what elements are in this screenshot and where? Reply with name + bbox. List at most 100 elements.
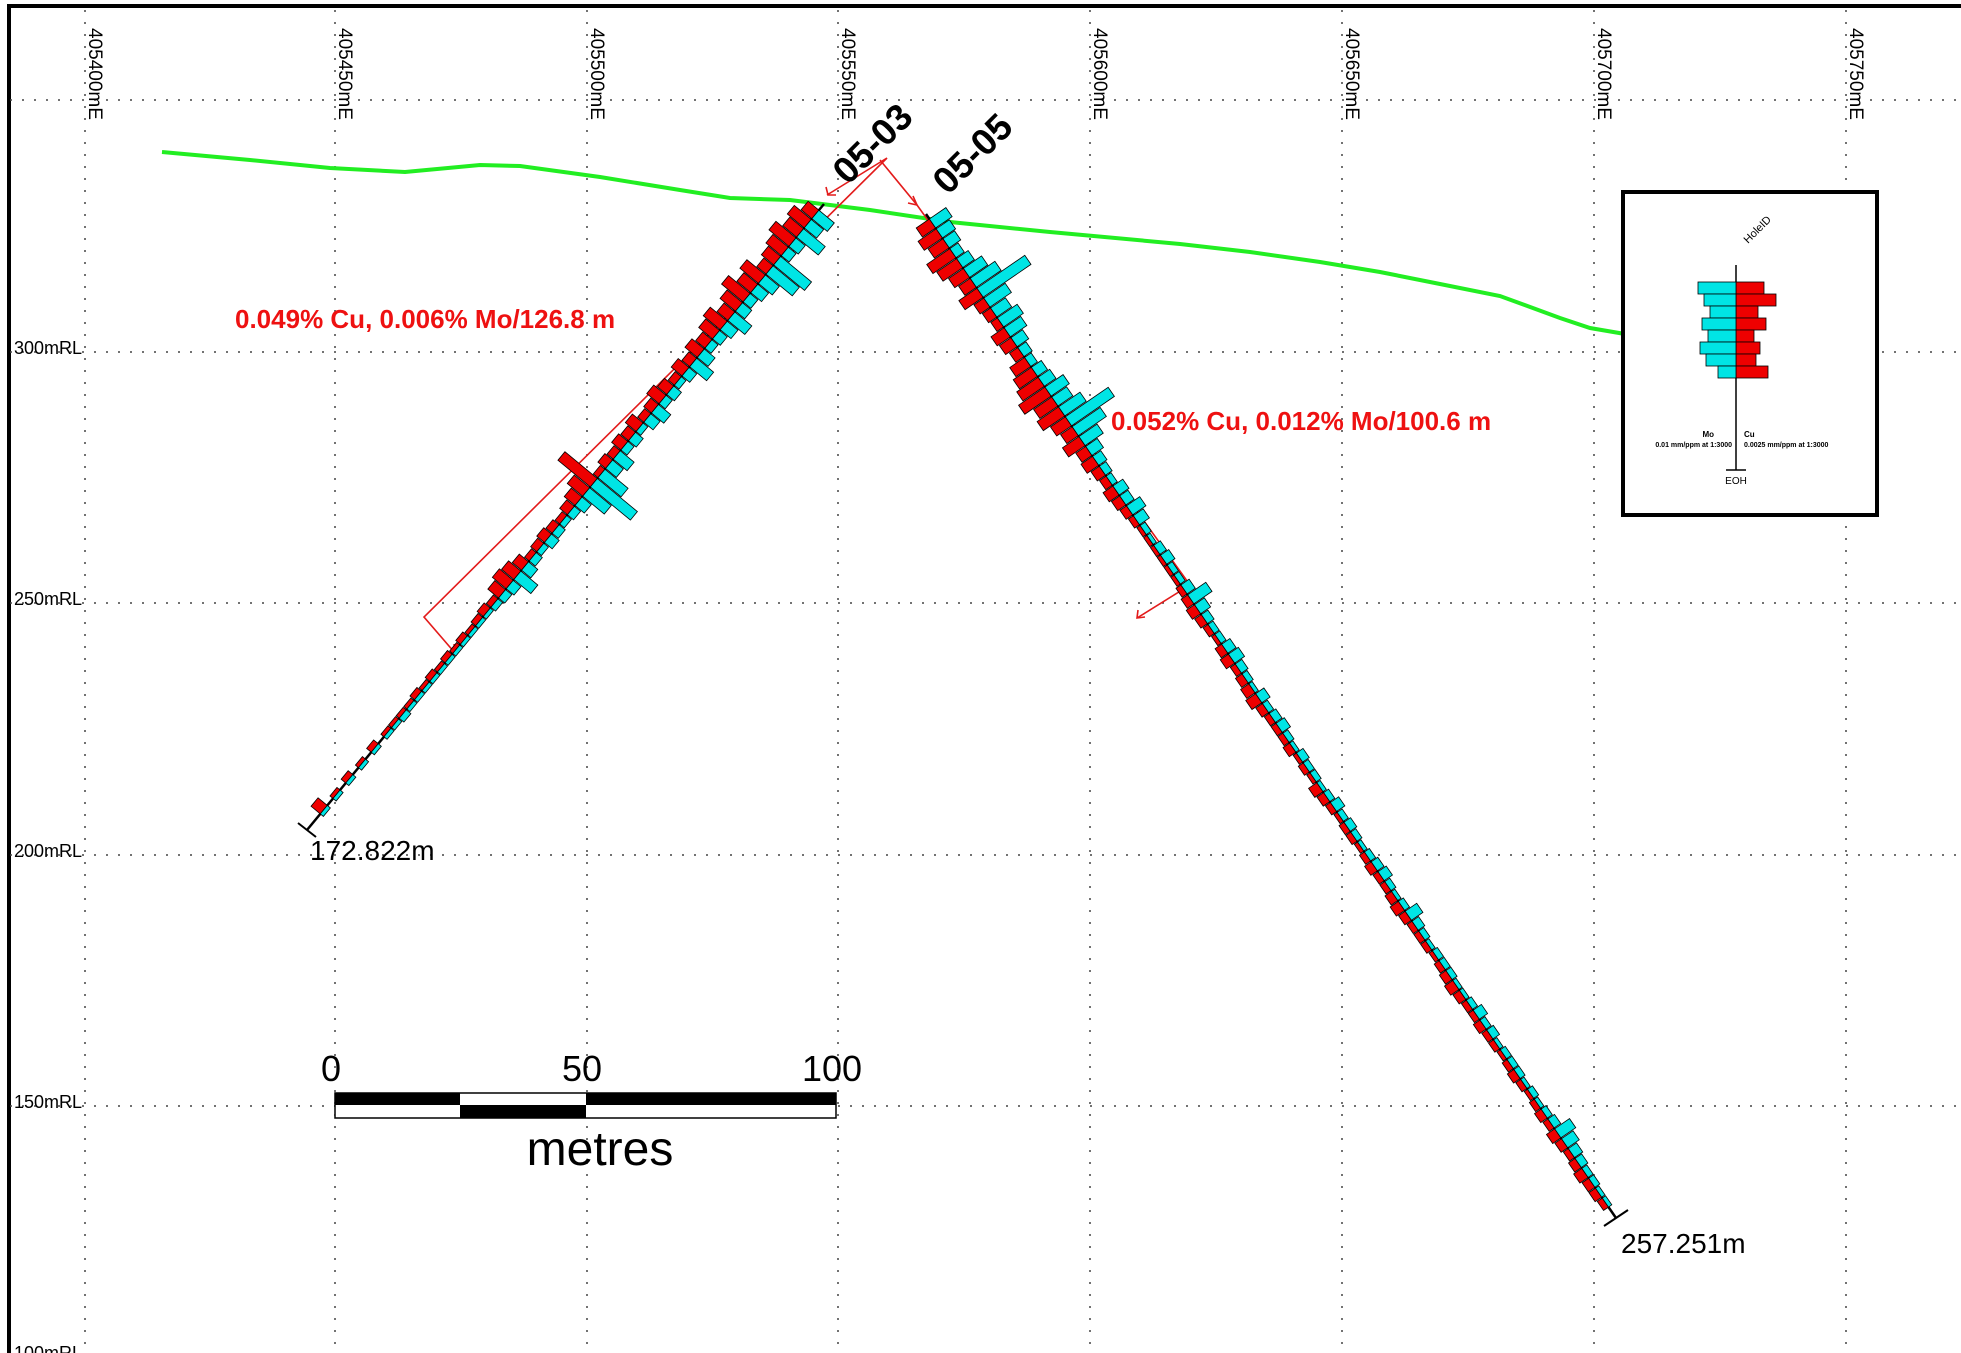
- mo-assay-bar: [635, 422, 649, 436]
- mo-assay-bar: [1139, 521, 1152, 536]
- mo-assay-bar: [1540, 1105, 1553, 1119]
- easting-labels: 405400mE 405450mE 405500mE 405550mE 4056…: [84, 28, 1866, 120]
- mo-assay-bar: [643, 413, 661, 431]
- mo-assay-bar: [1010, 329, 1030, 348]
- mo-assay-bar: [391, 718, 403, 731]
- mo-assay-bar: [757, 274, 780, 296]
- mo-assay-bar: [1594, 1185, 1606, 1198]
- mo-assay-bar: [332, 789, 344, 802]
- rl-label: 150mRL: [14, 1092, 82, 1112]
- mo-assay-bar: [498, 588, 513, 604]
- mo-assay-bar: [969, 260, 1002, 288]
- mo-assay-bar: [1492, 1036, 1504, 1050]
- legend-cu-bar: [1735, 365, 1769, 379]
- mo-assay-bar: [1506, 1055, 1519, 1070]
- mo-assay-bar: [996, 303, 1024, 328]
- mo-assay-bar: [582, 487, 612, 515]
- mo-assay-bar: [983, 282, 1012, 308]
- mo-assay-bar: [1166, 561, 1180, 575]
- mo-assay-bar: [1397, 897, 1411, 911]
- mo-assay-bar: [1404, 902, 1424, 921]
- mo-assay-bar: [612, 450, 635, 472]
- legend-mo-bar: [1705, 353, 1737, 367]
- intercept-label-05-03: 0.049% Cu, 0.006% Mo/126.8 m: [235, 304, 615, 334]
- mo-assay-bar: [1588, 1174, 1601, 1188]
- hole-end-tick: [297, 822, 317, 838]
- mo-assay-bar: [1520, 1076, 1531, 1089]
- mo-assay-bar: [1193, 597, 1212, 615]
- mo-assay-bar: [673, 376, 687, 390]
- mo-assay-bar: [750, 283, 770, 303]
- easting-label: 405750mE: [1845, 28, 1866, 120]
- easting-label: 405550mE: [837, 28, 858, 120]
- mo-assay-bar: [1282, 729, 1295, 743]
- legend-right-element: Cu: [1744, 430, 1755, 439]
- mo-assay-bar: [345, 774, 357, 787]
- mo-assay-bar: [742, 292, 759, 309]
- mo-assay-bar: [1323, 788, 1336, 803]
- easting-label: 405650mE: [1341, 28, 1362, 120]
- mo-assay-bar: [704, 339, 719, 354]
- mo-assay-bar: [605, 459, 624, 478]
- mo-assay-bar: [1384, 877, 1397, 892]
- mo-assay-bar: [1153, 540, 1168, 555]
- mo-assay-bar: [1214, 630, 1227, 644]
- mo-assay-bar: [482, 607, 494, 620]
- legend-cu-bar: [1735, 353, 1757, 367]
- mo-assay-bar: [413, 690, 426, 703]
- mo-assay-bar: [650, 403, 672, 424]
- legend: HoleID Mo 0.01 mm/ppm at 1:3000 Cu 0.002…: [1621, 190, 1879, 517]
- mo-assay-bar: [1017, 341, 1033, 358]
- easting-label: 405600mE: [1089, 28, 1110, 120]
- mo-assay-bar: [1309, 768, 1322, 783]
- mo-assay-bar: [559, 514, 572, 529]
- rl-label: 300mRL: [14, 338, 82, 358]
- rl-labels: 300mRL 250mRL 200mRL 150mRL 100mRL: [14, 338, 82, 1353]
- mo-assay-bar: [976, 254, 1032, 298]
- mo-assay-bar: [1112, 478, 1130, 496]
- legend-left-element: Mo: [1702, 430, 1714, 439]
- mo-assay-bar: [444, 653, 456, 666]
- mo-assay-bar: [1057, 391, 1087, 417]
- mo-assay-bar: [1302, 758, 1315, 773]
- legend-histogram: [1697, 281, 1777, 379]
- mo-assay-bar: [1241, 669, 1254, 684]
- mo-assay-bar: [1159, 548, 1176, 565]
- legend-mo-bar: [1699, 341, 1737, 355]
- legend-mo-bar: [1707, 329, 1737, 343]
- mo-assay-bar: [1363, 847, 1377, 862]
- topography-line: [161, 150, 1626, 336]
- mo-assay-bar: [1533, 1096, 1545, 1109]
- mo-assay-bar: [574, 496, 592, 514]
- legend-mo-bar: [1703, 293, 1737, 307]
- mo-assay-bar: [513, 570, 539, 595]
- mo-assay-bar: [467, 625, 479, 639]
- mo-assay-bar: [1411, 916, 1426, 931]
- end-depth-05-05: 257.251m: [1621, 1228, 1746, 1259]
- mo-assay-bar: [1064, 386, 1115, 427]
- mo-assay-bar: [696, 348, 716, 367]
- scale-bar-unit: metres: [527, 1123, 674, 1176]
- mo-assay-bar: [962, 255, 989, 279]
- mo-assay-bar: [711, 329, 728, 346]
- mo-assay-bar: [1547, 1113, 1562, 1129]
- mo-assay-bar: [1479, 1016, 1492, 1030]
- mo-assay-bar: [1560, 1130, 1580, 1149]
- mo-assay-bar: [681, 366, 698, 383]
- mo-assay-bar: [773, 255, 813, 291]
- legend-cu-bar: [1735, 305, 1759, 319]
- mo-assay-bar: [1289, 740, 1300, 753]
- mo-assay-bar: [949, 242, 965, 259]
- legend-cu-bar: [1735, 329, 1755, 343]
- rl-label: 200mRL: [14, 841, 82, 861]
- mo-assay-bar: [1499, 1045, 1513, 1060]
- scale-bar-segment: [335, 1093, 460, 1105]
- mo-assay-bar: [452, 644, 464, 657]
- scale-bar-segment: [460, 1105, 586, 1118]
- mo-assay-bar: [475, 616, 487, 629]
- legend-cu-bar: [1735, 341, 1761, 355]
- mo-assay-bar: [490, 598, 504, 612]
- mo-assay-bar: [536, 542, 550, 557]
- mo-assay-bar: [727, 311, 753, 335]
- mo-assay-bar: [383, 727, 395, 740]
